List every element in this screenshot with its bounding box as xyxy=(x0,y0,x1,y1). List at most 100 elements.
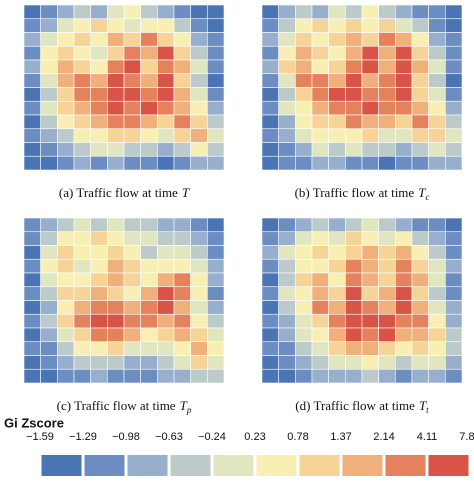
heat-cell xyxy=(173,18,191,33)
legend-swatch xyxy=(256,455,297,476)
heat-cell xyxy=(173,155,191,171)
heat-cell xyxy=(190,313,208,329)
heat-cell xyxy=(428,73,446,88)
heat-cell xyxy=(278,313,296,329)
heat-cell xyxy=(361,59,379,75)
heat-cell xyxy=(107,327,125,343)
heat-cell xyxy=(361,368,379,384)
heat-cell xyxy=(328,300,346,315)
legend-tick-label: 4.11 xyxy=(417,431,438,443)
heat-cell xyxy=(123,32,141,47)
heat-cell xyxy=(411,155,429,171)
heat-cell xyxy=(73,272,91,288)
heat-cell xyxy=(157,286,175,301)
heat-cell xyxy=(140,32,158,47)
heat-cell xyxy=(123,286,141,301)
heat-cell xyxy=(207,231,225,246)
heat-cell xyxy=(345,245,363,260)
heat-cell xyxy=(157,4,175,20)
heat-cell xyxy=(140,100,158,116)
heat-cell xyxy=(345,100,363,116)
heat-cell xyxy=(207,114,225,130)
heat-cell xyxy=(190,114,208,130)
heat-cell xyxy=(140,355,158,370)
heat-cell xyxy=(207,300,225,315)
heat-cell xyxy=(395,32,413,47)
caption-variable: T xyxy=(419,398,427,413)
heat-cell xyxy=(311,59,329,75)
heat-cell xyxy=(328,341,346,356)
heat-cell xyxy=(428,300,446,315)
heat-cell xyxy=(140,217,158,233)
heat-cell xyxy=(123,355,141,370)
heat-cell xyxy=(157,258,175,274)
heat-cell xyxy=(395,128,413,143)
heat-cell xyxy=(107,272,125,288)
legend-swatch xyxy=(127,455,168,476)
heat-cell xyxy=(411,59,429,75)
heat-cell xyxy=(107,258,125,274)
heat-cell xyxy=(40,128,58,143)
heat-cell xyxy=(328,45,346,61)
heat-cell xyxy=(261,142,279,157)
heat-cell xyxy=(345,73,363,88)
heat-cell xyxy=(140,142,158,157)
heat-cell xyxy=(445,231,463,246)
heat-cell xyxy=(278,73,296,88)
heat-cell xyxy=(73,87,91,102)
heat-cell xyxy=(328,32,346,47)
heat-cell xyxy=(428,45,446,61)
heat-cell xyxy=(411,341,429,356)
heat-cell xyxy=(395,73,413,88)
heat-cell xyxy=(23,142,41,157)
heat-cell xyxy=(157,231,175,246)
heat-cell xyxy=(173,355,191,370)
heat-cell xyxy=(295,45,313,61)
heat-cell xyxy=(123,100,141,116)
heat-cell xyxy=(311,100,329,116)
heat-cell xyxy=(90,18,108,33)
heat-cell xyxy=(411,100,429,116)
heat-cell xyxy=(207,87,225,102)
heat-cell xyxy=(190,18,208,33)
heat-cell xyxy=(207,327,225,343)
heat-cell xyxy=(207,59,225,75)
heat-cell xyxy=(107,300,125,315)
legend-tick-label: −1.59 xyxy=(26,431,54,443)
heat-cell xyxy=(173,245,191,260)
heat-cell xyxy=(445,87,463,102)
heat-cell xyxy=(90,355,108,370)
heat-cell xyxy=(173,4,191,20)
heat-cell xyxy=(123,18,141,33)
heat-cell xyxy=(90,59,108,75)
heat-cell xyxy=(445,327,463,343)
heat-cell xyxy=(57,245,75,260)
heat-cell xyxy=(328,245,346,260)
heat-cell xyxy=(378,100,396,116)
heat-cell xyxy=(73,258,91,274)
heat-cell xyxy=(107,59,125,75)
heat-cell xyxy=(328,18,346,33)
heat-cell xyxy=(57,313,75,329)
heat-cell xyxy=(157,327,175,343)
heat-cell xyxy=(190,300,208,315)
legend-tick-label: 1.37 xyxy=(330,431,351,443)
legend-title: Gi Zscore xyxy=(4,415,64,430)
heat-cell xyxy=(295,114,313,130)
heat-cell xyxy=(311,73,329,88)
heat-cell xyxy=(361,258,379,274)
heat-cell xyxy=(107,313,125,329)
heat-cell xyxy=(428,155,446,171)
heat-cell xyxy=(40,4,58,20)
heat-cell xyxy=(90,313,108,329)
heat-cell xyxy=(123,45,141,61)
heat-cell xyxy=(140,368,158,384)
heat-cell xyxy=(40,286,58,301)
heat-cell xyxy=(428,245,446,260)
heat-cell xyxy=(361,45,379,61)
heat-cell xyxy=(90,286,108,301)
heat-cell xyxy=(23,272,41,288)
heat-cell xyxy=(311,142,329,157)
heat-cell xyxy=(23,155,41,171)
heat-cell xyxy=(190,272,208,288)
